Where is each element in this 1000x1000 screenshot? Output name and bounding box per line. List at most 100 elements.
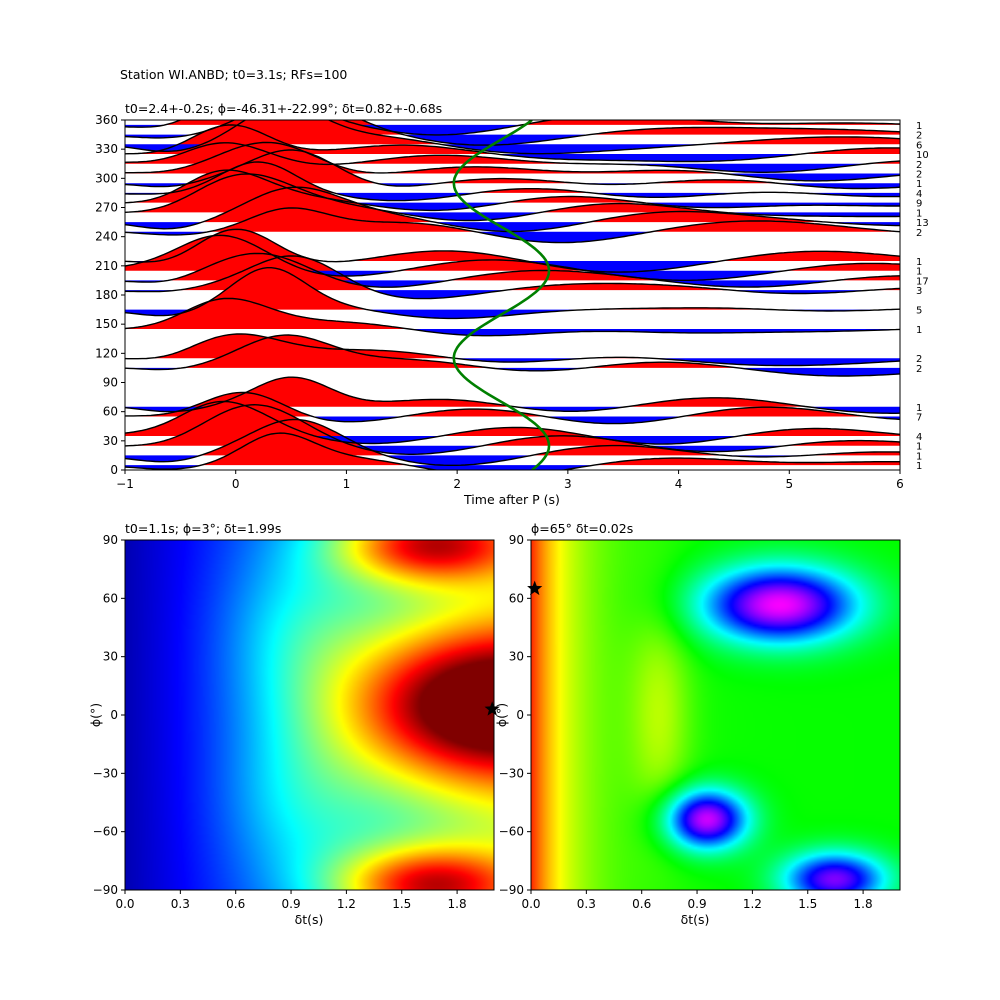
delay-curve (452, 120, 551, 470)
trace-line (125, 333, 900, 367)
right-heatmap-title: ϕ=65° δt=0.02s (531, 521, 633, 536)
y-tick-label: 360 (95, 113, 118, 127)
trace-count-label: 1 (916, 325, 922, 336)
trace-count-label: 9 (916, 199, 922, 210)
trace-line (125, 169, 900, 212)
trace-negative-fill (125, 163, 900, 173)
trace-count-label: 2 (916, 131, 922, 142)
x-tick-label: 0.3 (171, 897, 190, 911)
trace-count-label: 1 (916, 403, 922, 414)
y-tick-label: −60 (499, 825, 524, 839)
x-tick-label: 0.6 (632, 897, 651, 911)
trace-negative-fill (125, 435, 900, 445)
trace-positive-fill (125, 377, 900, 407)
left-heatmap-panel: 0.0 0.3 0.6 0.9 1.2 1.5 1.8 −90 −60 −30 0 30 60 90 t… (88, 521, 500, 927)
trace-line (125, 432, 900, 470)
trace-line (125, 142, 900, 173)
trace-count-label: 13 (916, 218, 929, 229)
trace-count-label: 6 (916, 140, 922, 151)
trace-line (125, 173, 900, 222)
x-tick-label: 1.8 (448, 897, 467, 911)
x-tick-label: 0.0 (521, 897, 540, 911)
trace-negative-fill (125, 231, 900, 243)
left-heatmap-image (125, 540, 494, 890)
trace-count-label: 3 (916, 286, 922, 297)
trace-line (125, 234, 900, 281)
x-tick-label: 0.6 (226, 897, 245, 911)
figure-title: Station WI.ANBD; t0=3.1s; RFs=100 (120, 67, 347, 82)
y-tick-label: 90 (103, 533, 118, 547)
y-tick-label: 0 (110, 708, 118, 722)
trace-count-label: 10 (916, 150, 929, 161)
trace-line (125, 186, 900, 233)
trace-negative-fill (125, 222, 900, 232)
right-heatmap-ylabel: ϕ(°) (494, 703, 509, 727)
trace-negative-fill (125, 465, 900, 470)
trace-count-label: 4 (916, 432, 922, 443)
x-tick-label: 5 (785, 477, 793, 491)
trace-positive-fill (125, 433, 900, 466)
y-tick-label: 270 (95, 201, 118, 215)
trace-count-label: 2 (916, 228, 922, 239)
y-tick-label: −90 (93, 883, 118, 897)
trace-count-label: 1 (916, 461, 922, 472)
x-tick-label: 1.8 (854, 897, 873, 911)
y-tick-label: −90 (499, 883, 524, 897)
trace-positive-fill (125, 419, 900, 456)
trace-negative-fill (125, 455, 900, 466)
y-tick-label: 330 (95, 142, 118, 156)
trace-negative-fill (125, 183, 900, 189)
trace-count-label: 2 (916, 160, 922, 171)
best-fit-star-marker (527, 580, 543, 596)
y-tick-label: −30 (499, 766, 524, 780)
y-tick-label: −30 (93, 766, 118, 780)
trace-negative-fill (125, 309, 900, 319)
y-tick-label: 30 (103, 434, 118, 448)
x-tick-label: 4 (675, 477, 683, 491)
trace-negative-fill (125, 329, 900, 336)
trace-line (125, 252, 900, 288)
y-tick-label: 210 (95, 259, 118, 273)
trace-positive-fill (125, 298, 900, 330)
y-tick-label: 150 (95, 317, 118, 331)
trace-count-label: 17 (916, 276, 929, 287)
trace-negative-fill (125, 202, 900, 211)
left-heatmap-title: t0=1.1s; ϕ=3°; δt=1.99s (125, 521, 281, 536)
trace-positive-fill (125, 335, 900, 368)
trace-positive-fill (125, 334, 900, 359)
x-tick-label: 1.2 (337, 897, 356, 911)
trace-positive-fill (125, 267, 900, 310)
trace-positive-fill (125, 229, 900, 261)
trace-line (125, 334, 900, 377)
x-tick-label: 6 (896, 477, 904, 491)
trace-count-label: 1 (916, 208, 922, 219)
trace-positive-fill (125, 255, 900, 291)
trace-positive-fill (125, 174, 900, 213)
y-tick-label: 180 (95, 288, 118, 302)
trace-count-label: 1 (916, 451, 922, 462)
trace-line (125, 403, 900, 455)
trace-count-label: 1 (916, 257, 922, 268)
x-tick-label: 0.0 (115, 897, 134, 911)
trace-line (125, 400, 900, 445)
trace-negative-fill (125, 134, 900, 146)
y-tick-label: 120 (95, 346, 118, 360)
y-tick-label: 60 (103, 405, 118, 419)
y-tick-label: 0 (110, 463, 118, 477)
rf-panel-title: t0=2.4+-0.2s; ϕ=-46.31+-22.99°; δt=0.82+… (125, 101, 442, 116)
trace-line (125, 120, 900, 136)
trace-negative-fill (125, 144, 900, 154)
trace-negative-fill (125, 445, 900, 455)
x-tick-label: 0 (232, 477, 240, 491)
trace-negative-fill (125, 280, 900, 288)
trace-line (125, 255, 900, 300)
trace-negative-fill (125, 367, 900, 376)
x-tick-label: 0.9 (688, 897, 707, 911)
trace-line (125, 120, 900, 155)
trace-line (125, 141, 900, 182)
trace-negative-fill (125, 154, 900, 162)
trace-positive-fill (125, 401, 900, 436)
y-tick-label: 300 (95, 171, 118, 185)
y-tick-label: 90 (103, 376, 118, 390)
